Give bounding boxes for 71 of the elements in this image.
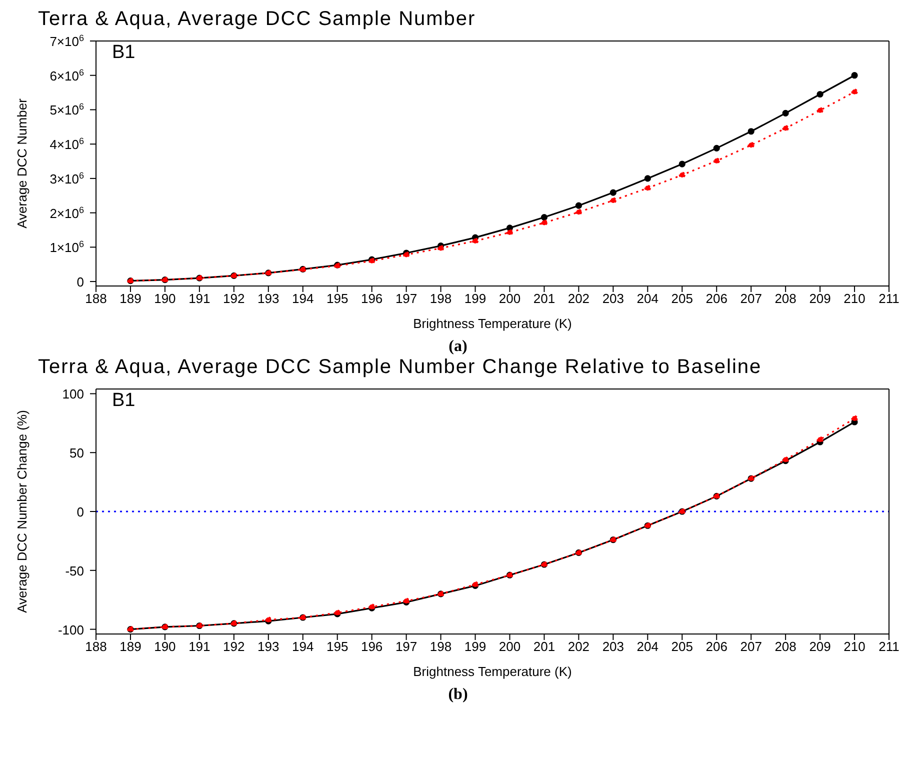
x-tick-label: 208: [774, 291, 796, 306]
x-tick-label: 209: [809, 291, 831, 306]
x-tick-label: 190: [154, 291, 176, 306]
x-tick-label: 196: [360, 291, 383, 306]
x-tick-label: 197: [395, 639, 418, 654]
x-tick-label: 192: [223, 639, 245, 654]
x-tick-label: 195: [326, 291, 348, 306]
x-tick-label: 191: [188, 639, 210, 654]
x-axis-title: Brightness Temperature (K): [413, 316, 572, 331]
y-tick-label: 1×10$^{6}$: [50, 239, 84, 256]
x-tick-label: 200: [498, 639, 521, 654]
y-tick-label: 3×10$^{6}$: [50, 170, 84, 186]
y-tick-label: 100: [62, 386, 84, 402]
x-tick-label: 188: [85, 639, 107, 654]
x-tick-label: 194: [292, 639, 314, 654]
chart-title: Terra & Aqua, Average DCC Sample Number Change Relative to Baseline: [38, 356, 763, 380]
x-tick-label: 209: [809, 639, 831, 654]
x-tick-label: 205: [671, 639, 693, 654]
x-tick-label: 193: [258, 291, 280, 306]
x-tick-label: 198: [430, 639, 452, 654]
x-tick-label: 191: [188, 291, 210, 306]
y-tick-label: -100: [58, 622, 84, 638]
x-tick-label: 201: [533, 639, 556, 654]
x-tick-label: 207: [740, 291, 762, 306]
y-tick-label: 0: [76, 274, 84, 290]
x-tick-label: 207: [740, 639, 762, 654]
x-tick-label: 206: [706, 291, 728, 306]
y-tick-label: 50: [70, 446, 84, 461]
x-tick-label: 210: [844, 291, 866, 306]
x-tick-label: 194: [292, 291, 314, 306]
y-axis-title: Average DCC Number: [14, 98, 30, 228]
annotation: B1: [112, 390, 136, 412]
x-tick-label: 196: [360, 639, 383, 654]
x-tick-label: 193: [258, 639, 280, 654]
x-tick-label: 200: [498, 291, 521, 306]
x-tick-label: 202: [568, 639, 590, 654]
x-tick-label: 203: [602, 639, 624, 654]
x-tick-label: 201: [533, 291, 556, 306]
x-tick-label: 205: [671, 291, 693, 306]
x-tick-label: 208: [774, 639, 796, 654]
y-tick-label: -50: [65, 563, 84, 578]
y-tick-label: 7×10$^{6}$: [50, 33, 84, 49]
x-tick-label: 198: [430, 291, 452, 306]
x-tick-label: 197: [395, 291, 418, 306]
x-tick-label: 206: [706, 639, 728, 654]
x-tick-label: 192: [223, 291, 245, 306]
y-tick-label: 4×10$^{6}$: [50, 136, 84, 152]
x-tick-label: 204: [636, 291, 659, 306]
y-tick-label: 6×10$^{6}$: [50, 67, 84, 84]
annotation: B1: [112, 42, 136, 64]
x-tick-label: 202: [568, 291, 590, 306]
x-tick-label: 211: [878, 291, 900, 306]
x-tick-label: 189: [120, 639, 142, 654]
chart-title: Terra & Aqua, Average DCC Sample Number: [38, 8, 477, 32]
x-tick-label: 195: [326, 639, 348, 654]
x-tick-label: 211: [878, 639, 900, 654]
x-tick-label: 189: [120, 291, 142, 306]
x-tick-label: 204: [636, 639, 659, 654]
x-tick-label: 188: [85, 291, 107, 306]
text: (a): [448, 338, 468, 356]
y-tick-label: 2×10$^{6}$: [50, 204, 84, 221]
x-axis-title: Brightness Temperature (K): [413, 664, 572, 679]
text: (b): [447, 686, 469, 704]
x-tick-label: 210: [844, 639, 866, 654]
x-tick-label: 199: [464, 291, 486, 306]
y-tick-label: 0: [76, 504, 84, 520]
x-tick-label: 199: [464, 639, 486, 654]
y-axis-title: Average DCC Number Change (%): [14, 410, 30, 613]
x-tick-label: 190: [154, 639, 176, 654]
y-tick-label: 5×10$^{6}$: [50, 102, 84, 118]
x-tick-label: 203: [602, 291, 624, 306]
